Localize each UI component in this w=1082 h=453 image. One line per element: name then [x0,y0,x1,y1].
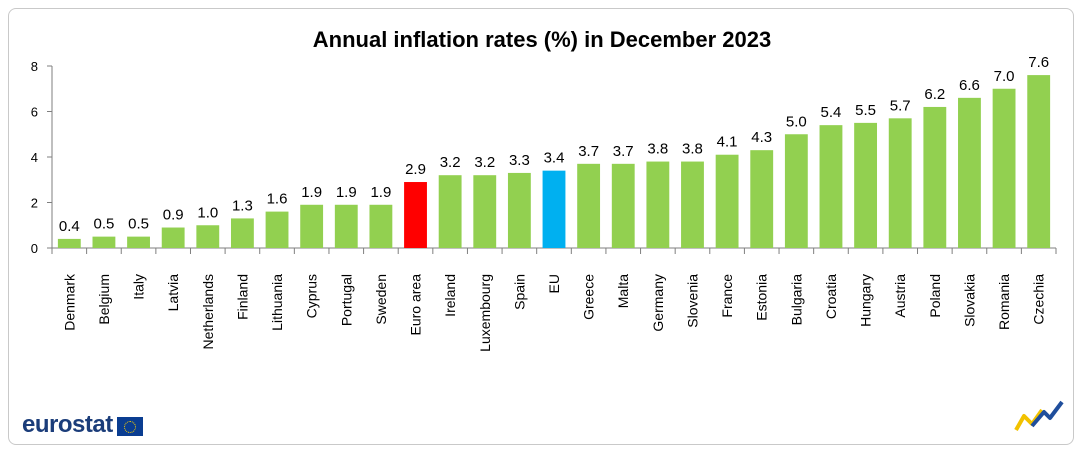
eurostat-wordmark: eurostat [22,411,113,438]
y-tick-label: 0 [31,241,38,256]
x-tick-label: Czechia [1031,274,1047,325]
data-label: 1.6 [267,191,288,208]
bar-croatia [819,125,843,248]
chart-title: Annual inflation rates (%) in December 2… [312,27,772,52]
bar-germany [646,161,670,248]
x-tick-label: Bulgaria [788,274,804,326]
x-tick-label: Slovenia [684,274,700,328]
data-label: 5.4 [821,104,842,121]
y-tick-label: 4 [31,150,38,165]
bar-austria [888,118,912,248]
y-tick-label: 2 [31,196,38,211]
data-label: 4.3 [751,129,772,146]
x-tick-label: Luxembourg [477,274,493,352]
bar-ireland [438,175,462,248]
bar-sweden [369,204,393,248]
y-tick-label: 6 [31,105,38,120]
y-tick-label: 8 [31,59,38,74]
x-tick-label: Hungary [858,274,874,327]
data-label: 1.9 [336,184,357,201]
bar-euro-area [404,182,427,248]
data-label: 5.0 [786,113,807,130]
bar-latvia [161,227,185,248]
x-tick-label: Greece [581,274,597,320]
data-label: 3.8 [647,141,668,158]
x-tick-label: Spain [511,274,527,310]
data-label: 1.3 [232,197,253,214]
x-tick-label: Malta [615,274,631,308]
x-tick-label: Slovakia [961,274,977,327]
x-tick-label: Euro area [408,274,424,336]
bar-czechia [1027,75,1051,248]
data-label: 0.4 [59,218,80,235]
x-tick-label: Italy [131,274,147,300]
data-label: 3.2 [440,154,461,171]
data-label: 0.5 [94,216,115,233]
data-label: 3.3 [509,152,530,169]
bar-bulgaria [784,134,808,248]
x-tick-label: EU [546,274,562,293]
data-label: 4.1 [717,134,738,151]
bar-finland [230,218,254,248]
x-tick-label: Estonia [754,274,770,321]
bar-slovenia [681,161,704,248]
data-label: 7.0 [994,68,1015,85]
bar-italy [127,236,150,248]
bar-poland [923,106,947,248]
eu-flag-icon [116,416,143,436]
bar-lithuania [265,211,289,248]
bar-belgium [92,236,116,248]
bar-greece [577,163,601,248]
x-tick-label: Portugal [338,274,354,326]
x-tick-label: Germany [650,274,666,332]
data-label: 1.9 [301,184,322,201]
x-tick-label: Poland [927,274,943,318]
bar-luxembourg [473,175,497,248]
bar-malta [611,163,635,248]
x-tick-label: France [719,274,735,318]
bar-slovakia [958,97,981,248]
data-label: 5.7 [890,97,911,114]
x-tick-label: Denmark [61,273,77,331]
data-label: 3.2 [474,154,495,171]
bar-france [715,154,739,248]
bar-cyprus [300,204,324,248]
data-label: 1.9 [370,184,391,201]
data-label: 6.2 [924,86,945,103]
bar-denmark [57,238,81,248]
eurostat-logo: eurostat [22,410,143,440]
x-tick-label: Ireland [442,274,458,317]
data-label: 2.9 [405,161,426,178]
data-label: 6.6 [959,77,980,94]
data-label: 1.0 [197,204,218,221]
x-tick-label: Sweden [373,274,389,325]
x-tick-label: Netherlands [200,274,216,350]
x-tick-label: Romania [996,274,1012,330]
x-tick-label: Austria [892,274,908,318]
x-tick-label: Finland [234,274,250,320]
bar-netherlands [196,225,220,248]
data-label: 7.6 [1028,54,1049,71]
bar-estonia [750,150,774,248]
x-tick-label: Belgium [96,274,112,325]
x-tick-label: Cyprus [304,274,320,318]
data-label: 3.7 [578,143,599,160]
data-label: 3.4 [544,150,565,167]
bar-portugal [334,204,358,248]
eurostat-corner-swoosh-icon [1014,400,1064,431]
bar-romania [992,88,1016,248]
bar-hungary [854,122,878,248]
bar-spain [507,172,531,248]
data-label: 0.9 [163,207,184,224]
bar-eu [542,170,566,248]
x-tick-label: Latvia [165,274,181,312]
data-label: 3.7 [613,143,634,160]
data-label: 0.5 [128,216,149,233]
x-tick-label: Lithuania [269,274,285,331]
x-tick-label: Croatia [823,274,839,319]
data-label: 3.8 [682,141,703,158]
data-label: 5.5 [855,102,876,119]
